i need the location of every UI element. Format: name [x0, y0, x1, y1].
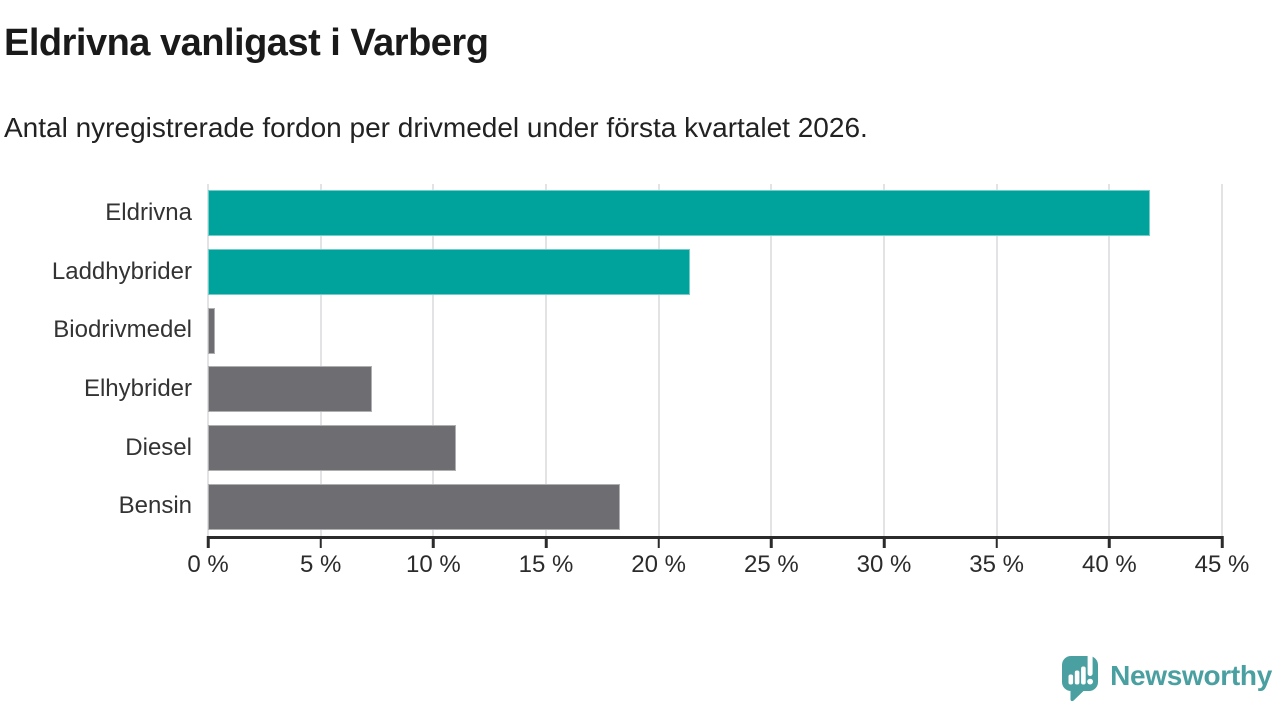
category-labels: Eldrivna Laddhybrider Biodrivmedel Elhybrid…	[0, 184, 192, 536]
x-tick-label-30: 30 %	[856, 551, 912, 578]
gridline-30	[883, 184, 885, 536]
x-tick-40	[1108, 536, 1111, 548]
x-tick-5	[319, 536, 322, 548]
x-tick-label-0: 0 %	[187, 551, 229, 578]
gridline-0	[207, 184, 209, 536]
x-tick-label-15: 15 %	[518, 551, 574, 578]
x-tick-label-25: 25 %	[743, 551, 799, 578]
bar-eldrivna	[208, 190, 1150, 237]
newsworthy-logo: Newsworthy	[1061, 650, 1272, 702]
gridline-20	[657, 184, 660, 536]
newsworthy-wordmark: Newsworthy	[1110, 660, 1272, 691]
category-label-eldrivna: Eldrivna	[105, 199, 192, 226]
x-tick-30	[882, 536, 886, 548]
gridline-45	[1221, 184, 1223, 536]
bar-bensin	[208, 483, 621, 530]
x-axis-line	[207, 536, 1223, 539]
bar-diesel	[208, 425, 456, 471]
gridline-10	[432, 184, 435, 536]
gridline-5	[319, 184, 322, 536]
x-axis: 0 % 5 % 10 % 15 % 20 % 25 % 30 % 35 % 40 % 45 %	[187, 536, 1249, 586]
category-label-elhybrider: Elhybrider	[83, 375, 192, 402]
x-tick-label-35: 35 %	[969, 551, 1025, 578]
x-tick-20	[657, 536, 660, 548]
x-tick-0	[206, 536, 210, 548]
x-tick-25	[770, 536, 773, 548]
x-tick-15	[544, 536, 548, 548]
bar-elhybrider	[208, 366, 373, 413]
x-tick-label-10: 10 %	[405, 551, 461, 578]
gridline-35	[995, 184, 998, 536]
bar-biodrivmedel	[208, 307, 215, 354]
plot-area	[207, 184, 1223, 536]
category-label-bensin: Bensin	[118, 492, 192, 520]
gridline-40	[1108, 184, 1111, 536]
gridline-25	[770, 184, 773, 536]
category-label-diesel: Diesel	[125, 433, 192, 461]
category-label-biodrivmedel: Biodrivmedel	[53, 316, 192, 344]
gridline-15	[545, 184, 547, 536]
x-tick-label-5: 5 %	[299, 551, 342, 578]
chart-subtitle: Antal nyregistrerade fordon per drivmede…	[4, 112, 868, 143]
bar-laddhybrider	[208, 249, 691, 295]
x-tick-label-40: 40 %	[1081, 551, 1137, 578]
chart-title: Eldrivna vanligast i Varberg	[4, 22, 489, 64]
category-label-laddhybrider: Laddhybrider	[51, 257, 192, 285]
newsworthy-icon	[1062, 651, 1099, 702]
x-tick-label-45: 45 %	[1194, 551, 1250, 578]
x-tick-45	[1220, 536, 1224, 548]
x-tick-label-20: 20 %	[631, 551, 687, 578]
x-tick-10	[432, 536, 435, 548]
x-tick-35	[995, 536, 998, 548]
